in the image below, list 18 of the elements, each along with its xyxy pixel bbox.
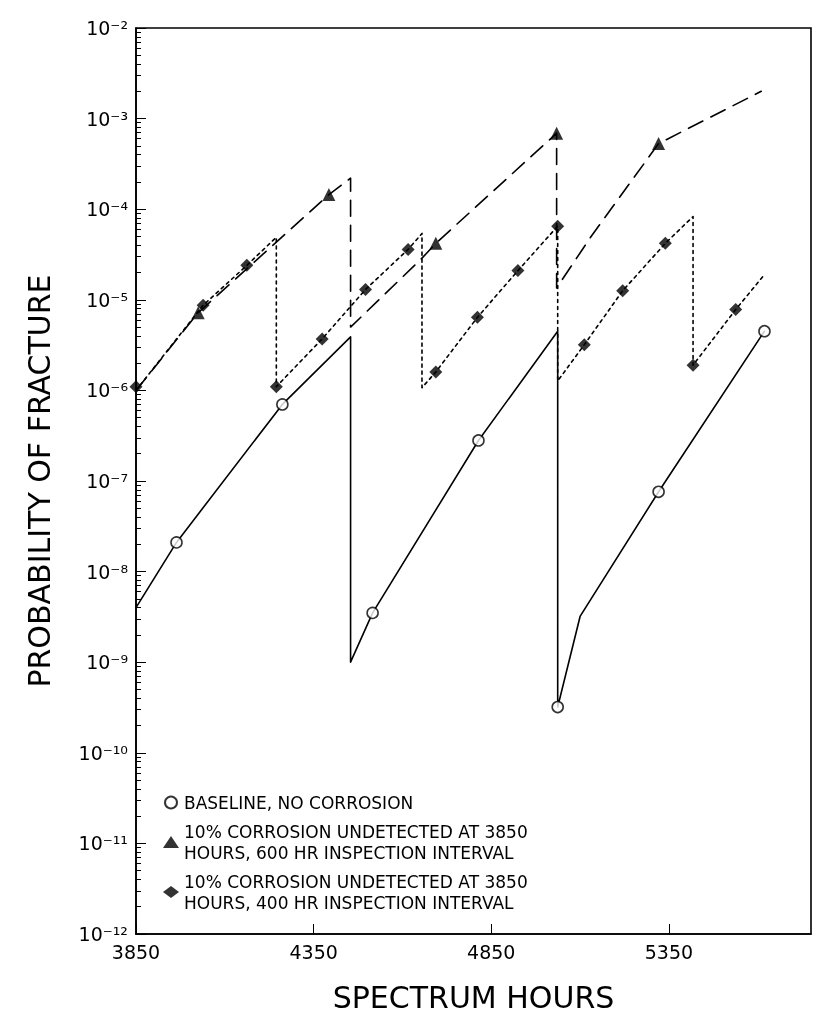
- y-tick-label: 10⁻¹⁰: [78, 741, 128, 764]
- y-tick-label: 10⁻³: [86, 107, 128, 130]
- legend-label: 10% CORROSION UNDETECTED AT 3850 HOURS, 400 HR INSPECTION INTERVAL: [184, 871, 534, 913]
- x-tick-label: 4350: [289, 940, 338, 963]
- y-tick-label: 10⁻⁶: [86, 379, 128, 402]
- y-axis-title: PROBABILITY OF FRACTURE: [21, 274, 57, 688]
- y-tick-label: 10⁻⁵: [86, 288, 128, 311]
- y-tick-label: 10⁻⁴: [86, 198, 129, 221]
- legend-label: BASELINE, NO CORROSION: [184, 792, 414, 813]
- x-tick-label: 5350: [644, 940, 694, 963]
- y-tick-label: 10⁻⁷: [86, 470, 128, 492]
- legend-label: 10% CORROSION UNDETECTED AT 3850 HOURS, 600 HR INSPECTION INTERVAL: [184, 821, 534, 863]
- y-tick-label: 10⁻²: [86, 17, 128, 39]
- y-tick-label: 10⁻⁹: [86, 651, 128, 674]
- x-axis-title: SPECTRUM HOURS: [332, 979, 615, 1015]
- y-tick-label: 10⁻¹¹: [78, 832, 128, 855]
- y-tick-label: 10⁻⁸: [86, 560, 128, 583]
- x-tick-label: 4850: [467, 940, 516, 963]
